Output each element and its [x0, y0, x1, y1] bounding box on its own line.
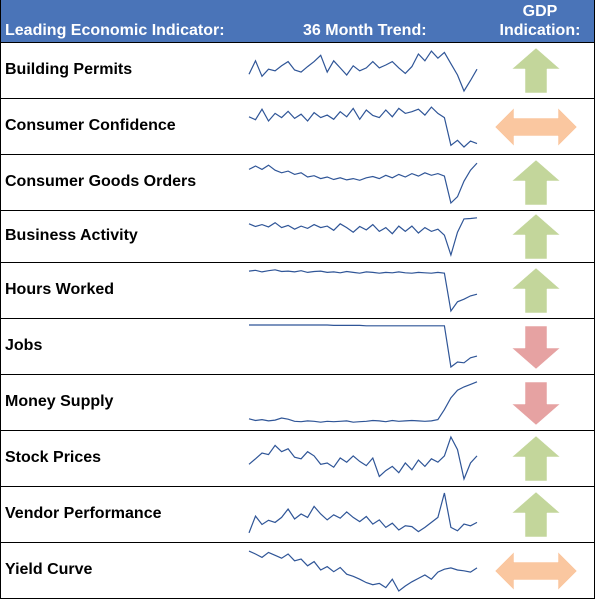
- header-gdp-line1: GDP: [522, 3, 558, 20]
- trend-line: [248, 381, 478, 423]
- trend-line: [248, 435, 478, 482]
- gdp-indication-arrow: [511, 213, 561, 260]
- up-arrow-icon: [511, 159, 561, 206]
- trend-line: [248, 162, 478, 205]
- trend-sparkline: [248, 492, 478, 534]
- trend-sparkline: [248, 381, 478, 423]
- table-row: Money Supply: [1, 374, 594, 430]
- trend-sparkline: [248, 435, 478, 482]
- gdp-indication-arrow: [511, 435, 561, 482]
- gdp-indication-arrow: [511, 47, 561, 94]
- indicator-label: Money Supply: [5, 393, 114, 410]
- table-header: Leading Economic Indicator: 36 Month Tre…: [1, 0, 594, 42]
- indicator-label: Vendor Performance: [5, 505, 162, 522]
- indicator-label: Jobs: [5, 337, 43, 354]
- left-right-arrow-icon: [494, 551, 578, 591]
- indicator-label: Business Activity: [5, 227, 138, 244]
- down-arrow-icon: [511, 381, 561, 426]
- table-row: Building Permits: [1, 42, 594, 98]
- trend-sparkline: [249, 324, 478, 369]
- up-arrow-icon: [511, 213, 561, 260]
- gdp-indication-arrow: [494, 551, 578, 591]
- table-row: Yield Curve: [1, 542, 594, 598]
- gdp-indication-arrow: [511, 381, 561, 426]
- up-arrow-icon: [511, 47, 561, 94]
- trend-sparkline: [248, 106, 478, 148]
- trend-line: [248, 492, 478, 534]
- table-row: Hours Worked: [1, 262, 594, 318]
- gdp-indication-arrow: [511, 159, 561, 206]
- trend-line: [248, 217, 478, 258]
- gdp-indication-arrow: [511, 267, 561, 314]
- trend-line: [248, 106, 478, 148]
- table-row: Consumer Confidence: [1, 98, 594, 154]
- indicator-label: Hours Worked: [5, 281, 115, 298]
- trend-sparkline: [248, 50, 478, 93]
- up-arrow-icon: [511, 267, 561, 314]
- left-right-arrow-icon: [494, 107, 578, 147]
- gdp-indication-arrow: [494, 107, 578, 147]
- gdp-indication-arrow: [511, 325, 561, 370]
- table-row: Stock Prices: [1, 430, 594, 486]
- indicator-label: Stock Prices: [5, 449, 102, 466]
- indicator-label: Consumer Confidence: [5, 117, 176, 134]
- trend-sparkline: [248, 269, 478, 313]
- table-row: Jobs: [1, 318, 594, 374]
- gdp-indication-arrow: [511, 491, 561, 538]
- table-row: Business Activity: [1, 210, 594, 262]
- up-arrow-icon: [511, 491, 561, 538]
- trend-line: [248, 550, 478, 592]
- trend-sparkline: [248, 217, 478, 258]
- header-gdp-indication: GDP Indication:: [487, 2, 593, 40]
- table-row: Consumer Goods Orders: [1, 154, 594, 210]
- indicator-label: Building Permits: [5, 61, 133, 78]
- table-row: Vendor Performance: [1, 486, 594, 542]
- header-trend: 36 Month Trend:: [303, 22, 427, 39]
- up-arrow-icon: [511, 435, 561, 482]
- trend-sparkline: [248, 162, 478, 205]
- trend-sparkline: [248, 550, 478, 592]
- trend-line: [248, 50, 478, 93]
- trend-line: [248, 269, 478, 313]
- indicator-label: Consumer Goods Orders: [5, 173, 197, 190]
- indicator-label: Yield Curve: [5, 561, 93, 578]
- trend-line: [249, 324, 478, 369]
- down-arrow-icon: [511, 325, 561, 370]
- header-gdp-line2: Indication:: [499, 22, 581, 39]
- header-indicator: Leading Economic Indicator:: [5, 22, 225, 39]
